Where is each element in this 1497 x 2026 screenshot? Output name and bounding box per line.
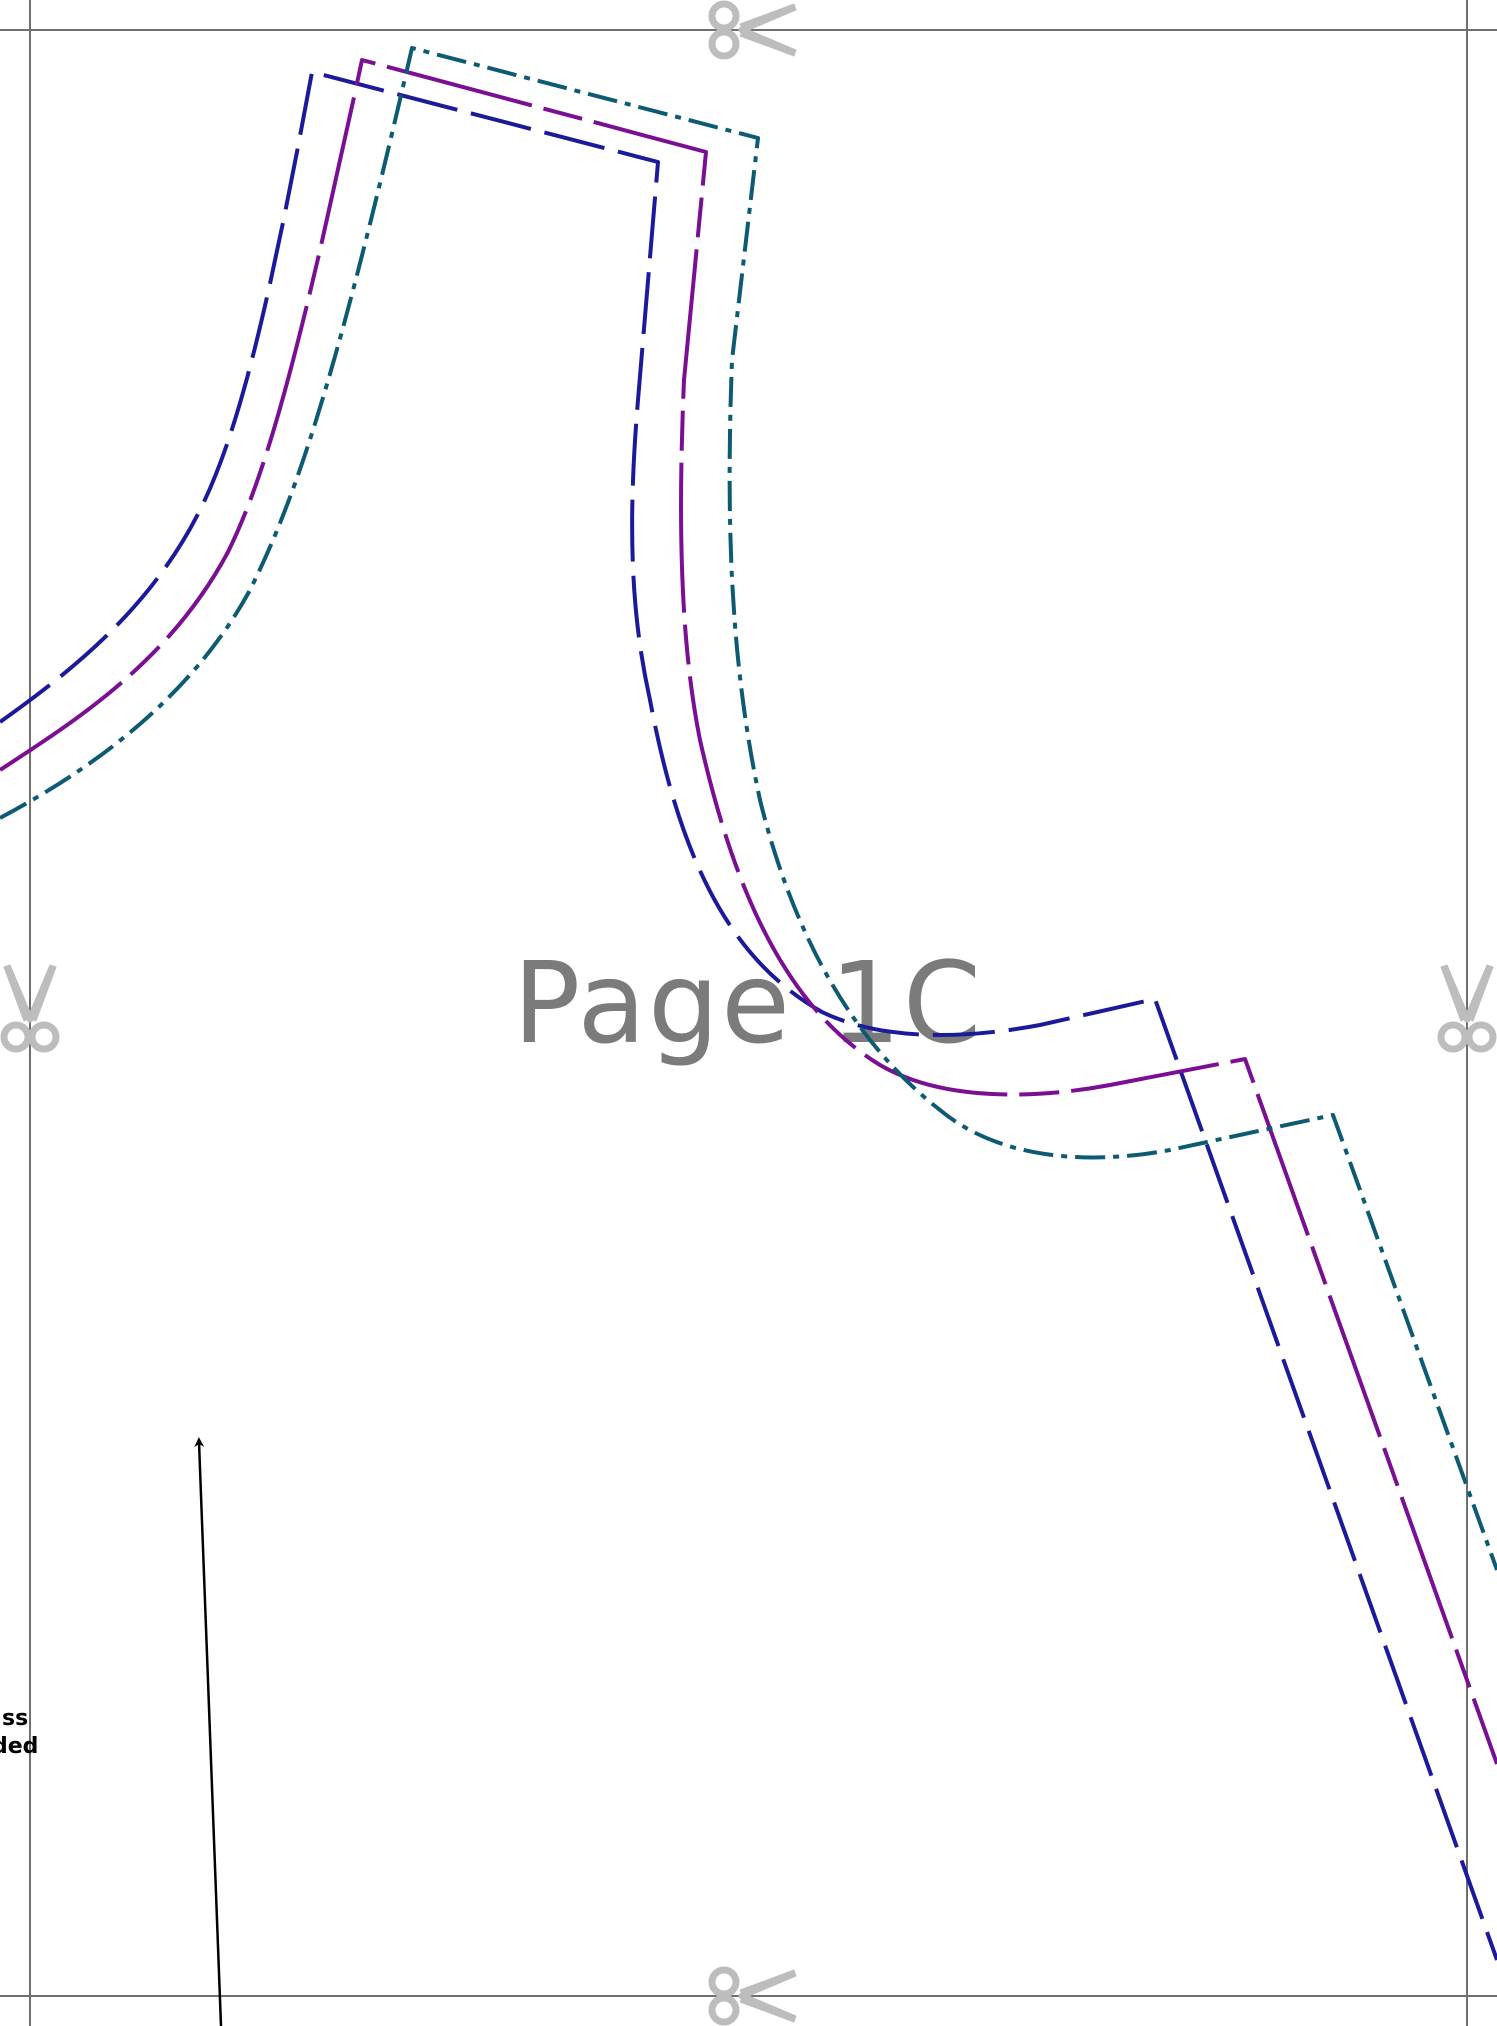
size-line-3 <box>0 46 1497 1571</box>
size-line-1 <box>0 70 1497 1961</box>
grainline-arrow <box>194 1437 223 2026</box>
note-line-1: ss <box>2 1706 28 1731</box>
page-label: Page 1C <box>513 939 983 1069</box>
note-line-2: ded <box>0 1734 38 1759</box>
size-line-2 <box>0 58 1497 1765</box>
